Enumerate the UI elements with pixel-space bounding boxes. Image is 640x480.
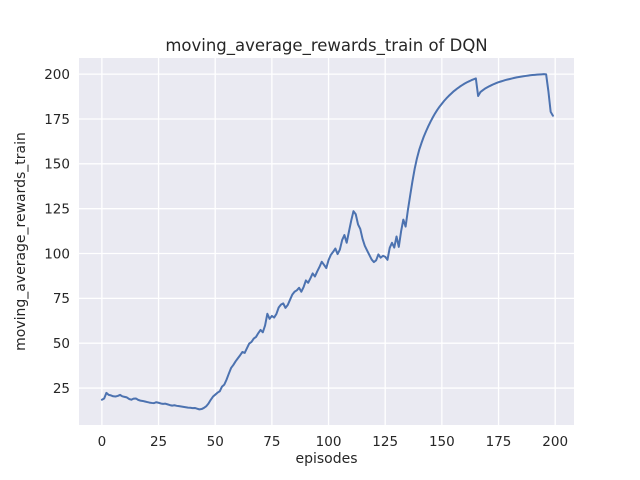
x-tick-label: 75 xyxy=(263,434,280,450)
x-tick-label: 175 xyxy=(486,434,512,450)
chart-title: moving_average_rewards_train of DQN xyxy=(165,36,488,55)
x-tick-label: 200 xyxy=(542,434,568,450)
reward-line xyxy=(100,73,554,411)
x-axis-label: episodes xyxy=(295,451,358,467)
x-tick-label: 150 xyxy=(429,434,455,450)
y-axis-label: moving_average_rewards_train xyxy=(13,132,29,351)
x-tick-label: 125 xyxy=(372,434,398,450)
y-tick-label: 75 xyxy=(53,291,70,307)
y-tick-label: 25 xyxy=(53,381,70,397)
x-tick-label: 50 xyxy=(207,434,224,450)
y-tick-label: 50 xyxy=(53,336,70,352)
y-tick-label: 175 xyxy=(44,112,70,128)
axes-panel xyxy=(79,58,574,425)
y-tick-label: 150 xyxy=(44,157,70,173)
y-tick-label: 125 xyxy=(44,201,70,217)
y-tick-label: 100 xyxy=(44,246,70,262)
x-tick-label: 25 xyxy=(150,434,167,450)
x-tick-label: 0 xyxy=(98,434,107,450)
x-tick-label: 100 xyxy=(316,434,342,450)
y-tick-label: 200 xyxy=(44,67,70,83)
